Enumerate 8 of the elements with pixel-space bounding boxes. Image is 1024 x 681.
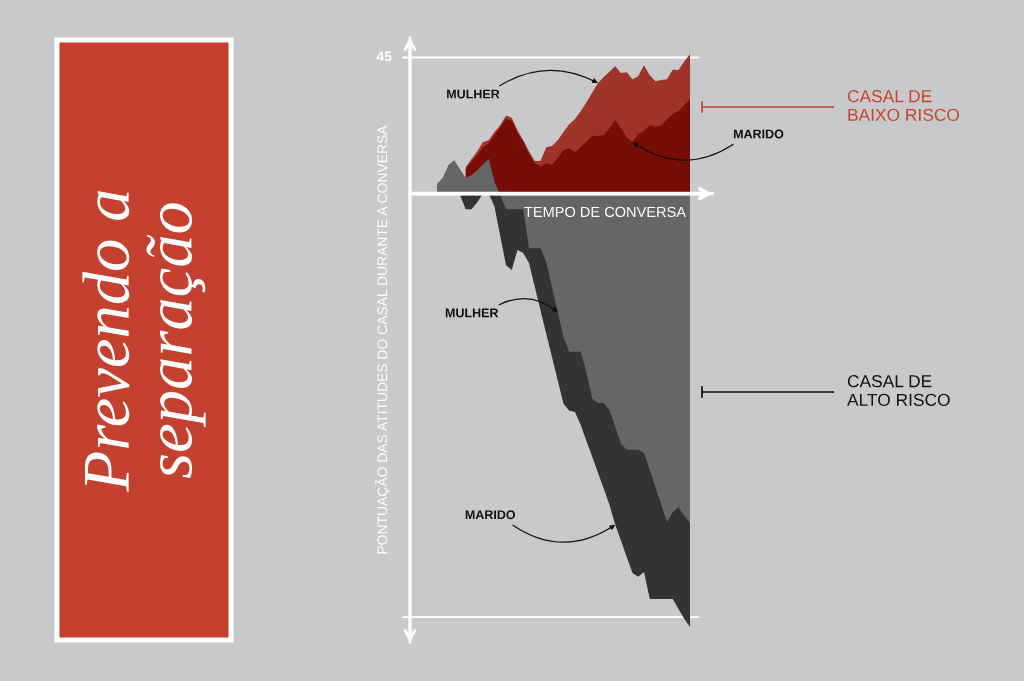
annotation: MULHER [447, 89, 500, 99]
text: MARIDO [733, 129, 784, 139]
text: Prevendo a separação [82, 191, 206, 492]
text: CASAL DE ALTO RISCO [847, 375, 950, 407]
annotation: MULHER [445, 308, 499, 318]
annotation: MARIDO [465, 510, 516, 520]
text: CASAL DE BAIXO RISCO [847, 90, 960, 122]
x-axis-title: TEMPO DE CONVERSA [524, 206, 686, 218]
